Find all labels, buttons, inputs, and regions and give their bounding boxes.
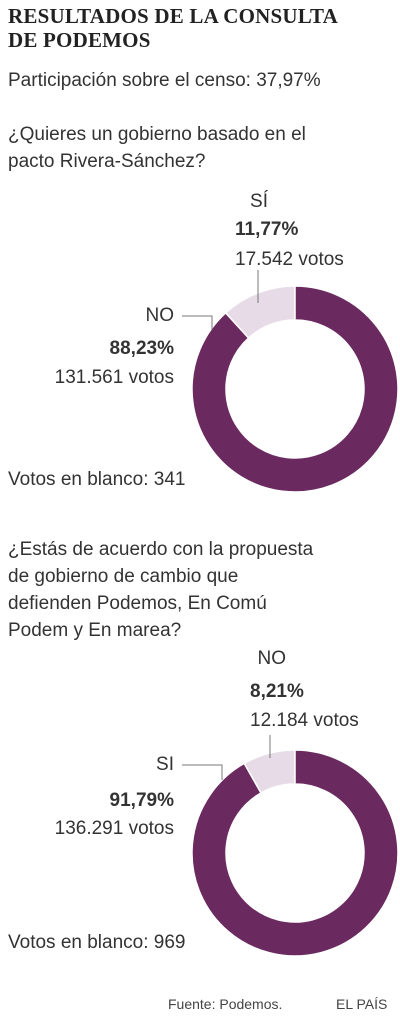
question-1-line-2: pacto Rivera-Sánchez? [8, 151, 206, 172]
question-1-line-1: ¿Quieres un gobierno basado en el [8, 124, 306, 145]
slice-no [191, 285, 399, 493]
title-line-1: RESULTADOS DE LA CONSULTA [8, 4, 339, 28]
question-2: ¿Estás de acuerdo con la propuesta de go… [8, 536, 392, 644]
slice-si [191, 749, 399, 957]
q2-small-label: NO [257, 648, 287, 669]
q1-large-leader [182, 315, 213, 330]
q2-donut-chart [190, 748, 400, 958]
participation-text: Participación sobre el censo: 37,97% [8, 70, 321, 91]
q1-small-votes: 17.542 votos [235, 249, 344, 270]
question-1: ¿Quieres un gobierno basado en el pacto … [8, 121, 392, 175]
q2-small-votes: 12.184 votos [250, 710, 359, 731]
brand-text: EL PAÍS [336, 996, 388, 1012]
source-text: Fuente: Podemos. [168, 996, 283, 1012]
q1-small-label: SÍ [250, 191, 268, 212]
q2-small-pct: 8,21% [250, 681, 304, 702]
title-line-2: DE PODEMOS [8, 28, 151, 52]
q1-large-label: NO [145, 305, 175, 326]
q1-small-pct: 11,77% [235, 219, 299, 240]
question-2-line-2: de gobierno de cambio que [8, 566, 239, 587]
q2-large-votes: 136.291 votos [54, 818, 174, 839]
question-2-line-1: ¿Estás de acuerdo con la propuesta [8, 539, 314, 560]
q2-large-leader [182, 764, 223, 780]
q1-donut-chart [190, 284, 400, 494]
q1-blank-votes: Votos en blanco: 341 [8, 469, 186, 490]
q1-large-votes: 131.561 votos [54, 367, 174, 388]
question-2-line-3: defienden Podemos, En Comú [8, 593, 267, 614]
chart-title: RESULTADOS DE LA CONSULTA DE PODEMOS [8, 4, 392, 52]
q2-large-label: SI [156, 754, 174, 775]
q2-blank-votes: Votos en blanco: 969 [8, 932, 186, 953]
question-2-line-4: Podem y En marea? [8, 620, 182, 641]
q1-large-pct: 88,23% [109, 338, 174, 359]
q2-large-pct: 91,79% [109, 790, 174, 811]
